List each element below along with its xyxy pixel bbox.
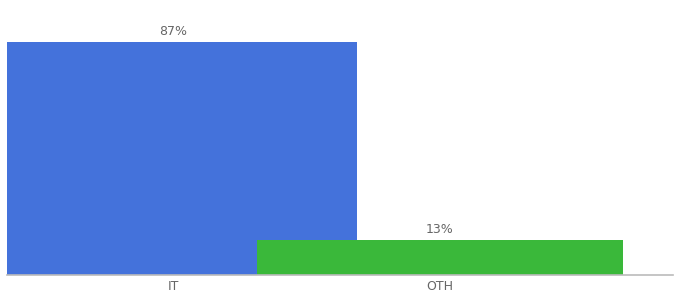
- Text: 13%: 13%: [426, 223, 454, 236]
- Bar: [0, 42, 356, 275]
- Text: 87%: 87%: [160, 25, 188, 38]
- Bar: [257, 240, 623, 275]
